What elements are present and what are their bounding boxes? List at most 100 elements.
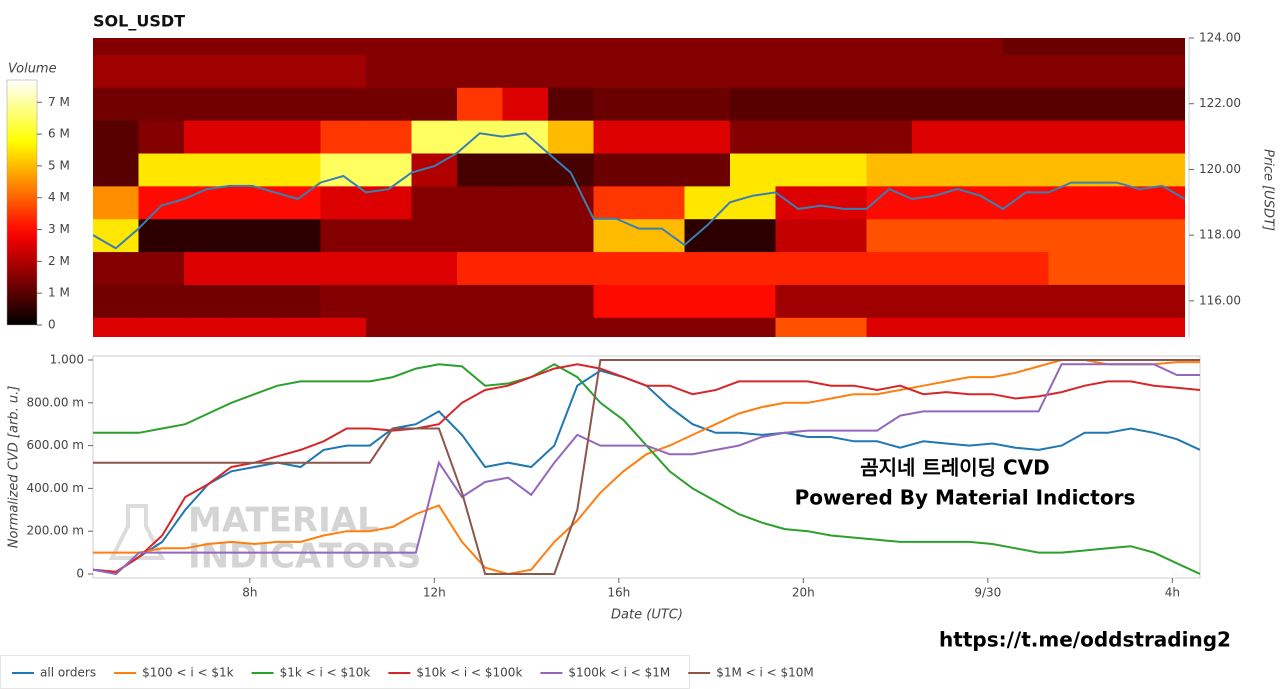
heatmap-cell: [229, 153, 276, 187]
heatmap-cell: [275, 251, 321, 285]
heatmap-cell: [639, 317, 685, 337]
heatmap-cell: [411, 317, 458, 337]
heatmap-cell: [775, 153, 822, 187]
heatmap-cell: [184, 284, 230, 318]
heatmap-cell: [184, 54, 230, 88]
x-tick-label: 20h: [792, 586, 815, 600]
legend-label[interactable]: $10k < i < $100k: [416, 666, 522, 680]
heatmap-cell: [1048, 120, 1095, 154]
heatmap-cell: [730, 120, 776, 154]
heatmap-cell: [93, 120, 139, 154]
heatmap-cell: [912, 54, 958, 88]
heatmap-cell: [593, 87, 640, 121]
heatmap-cell: [457, 284, 503, 318]
heatmap-cell: [366, 120, 412, 154]
heatmap-cell: [366, 153, 412, 187]
heatmap-cell: [684, 87, 731, 121]
heatmap-cell: [957, 87, 1004, 121]
heatmap-cell: [821, 38, 867, 55]
heatmap-cell: [866, 284, 913, 318]
heatmap-cell: [957, 153, 1004, 187]
heatmap-cell: [912, 251, 958, 285]
heatmap-cell: [1094, 120, 1140, 154]
heatmap-cell: [1003, 120, 1049, 154]
colorbar-tick-label: 6 M: [48, 127, 70, 141]
heatmap-cell: [1003, 284, 1049, 318]
link[interactable]: https://t.me/oddstrading2: [939, 628, 1231, 652]
heatmap-cell: [775, 87, 822, 121]
heatmap-cell: [866, 54, 913, 88]
heatmap-cell: [639, 218, 685, 253]
cvd-line: [93, 359, 1200, 575]
heatmap-cell: [957, 38, 1004, 55]
heatmap-cell: [775, 54, 822, 88]
legend-label[interactable]: $1M < i < $10M: [716, 666, 814, 680]
x-axis-title: Date (UTC): [611, 608, 683, 623]
heatmap-cell: [1139, 218, 1185, 253]
heatmap-cell: [93, 284, 139, 318]
heatmap-cell: [320, 38, 367, 55]
heatmap-cell: [593, 251, 640, 285]
heatmap-cell: [457, 87, 503, 121]
heatmap-cell: [866, 153, 913, 187]
heatmap-cell: [229, 185, 276, 220]
caption: Powered By Material Indictors: [795, 486, 1136, 510]
heatmap-cell: [548, 284, 594, 318]
heatmap-cell: [320, 54, 367, 88]
heatmap-cell: [457, 317, 503, 337]
heatmap-cell: [93, 38, 139, 55]
heatmap-cell: [866, 218, 913, 253]
heatmap-cell: [821, 54, 867, 88]
heatmap-cell: [229, 251, 276, 285]
heatmap-cell: [366, 251, 412, 285]
heatmap-cell: [957, 120, 1004, 154]
heatmap-cell: [1139, 87, 1185, 121]
y2-tick-label: 120.00: [1199, 162, 1241, 176]
heatmap-cell: [639, 120, 685, 154]
heatmap-cell: [366, 54, 412, 88]
y2-axis-title: Price [USDT]: [1261, 149, 1276, 231]
heatmap-cell: [229, 218, 276, 253]
heatmap-cell: [957, 317, 1004, 337]
heatmap-cell: [138, 251, 185, 285]
heatmap-cell: [229, 54, 276, 88]
heatmap-cell: [366, 87, 412, 121]
heatmap-cell: [275, 317, 321, 337]
heatmap-cell: [502, 218, 549, 253]
legend-label[interactable]: $100 < i < $1k: [142, 666, 234, 680]
heatmap-cell: [229, 87, 276, 121]
heatmap-cell: [229, 284, 276, 318]
heatmap-cell: [775, 38, 822, 55]
heatmap-cell: [457, 251, 503, 285]
heatmap-cell: [1003, 87, 1049, 121]
heatmap-cell: [411, 185, 458, 220]
heatmap-cell: [1003, 38, 1049, 55]
x-tick-label: 12h: [423, 586, 446, 600]
y-tick-label: 1.000: [50, 353, 84, 367]
legend-label[interactable]: $100k < i < $1M: [568, 666, 670, 680]
heatmap-cell: [1003, 54, 1049, 88]
heatmap-cell: [1094, 185, 1140, 220]
x-tick-label: 9/30: [974, 586, 1001, 600]
heatmap-cell: [275, 218, 321, 253]
x-tick-label: 4h: [1165, 586, 1180, 600]
heatmap-cell: [93, 153, 139, 187]
heatmap-cell: [866, 120, 913, 154]
colorbar-tick-label: 5 M: [48, 158, 70, 172]
heatmap-cell: [1003, 218, 1049, 253]
heatmap-cell: [366, 284, 412, 318]
legend-label[interactable]: all orders: [40, 666, 96, 680]
heatmap-cell: [1003, 153, 1049, 187]
heatmap-cell: [821, 218, 867, 253]
heatmap-cell: [184, 251, 230, 285]
heatmap-cell: [1094, 284, 1140, 318]
heatmap-cell: [184, 153, 230, 187]
heatmap-cell: [912, 284, 958, 318]
heatmap-cell: [93, 54, 139, 88]
heatmap-cell: [639, 251, 685, 285]
legend-label[interactable]: $1k < i < $10k: [280, 666, 371, 680]
heatmap-cell: [639, 185, 685, 220]
heatmap-cell: [1048, 153, 1095, 187]
heatmap-cell: [593, 218, 640, 253]
heatmap-cell: [593, 120, 640, 154]
